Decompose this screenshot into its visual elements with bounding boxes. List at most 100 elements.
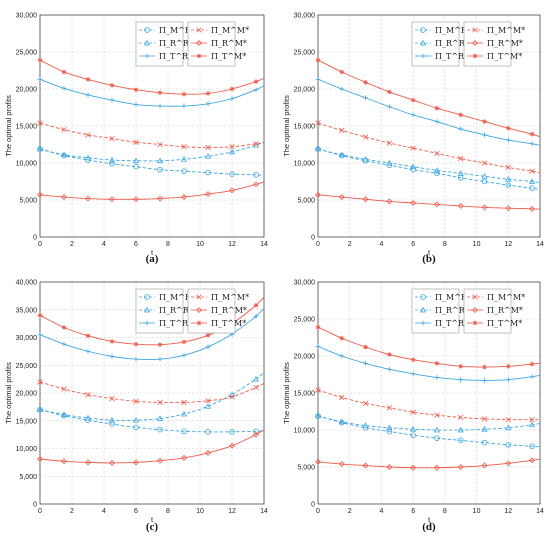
- plot-frame: [39, 281, 265, 505]
- marker-star: [181, 339, 187, 345]
- y-tick-label: 20,000: [16, 391, 38, 398]
- marker-plus: [205, 101, 211, 107]
- marker-diamond: [157, 195, 163, 202]
- marker-plus: [386, 104, 392, 110]
- legend-box-m: Π_M^M* Π_R^M* Π_T^M*: [463, 288, 525, 334]
- marker-triangle: [204, 153, 212, 159]
- marker-triangle: [338, 418, 345, 425]
- x-tick-label: 12: [228, 241, 236, 248]
- legend-entry: Π_R^R*: [159, 306, 193, 315]
- y-tick-label: 30,000: [16, 13, 38, 20]
- marker-diamond: [133, 459, 139, 466]
- marker-star: [458, 112, 464, 118]
- y-tick-label: 15,000: [16, 418, 38, 425]
- marker-x: [253, 141, 259, 147]
- marker-diamond: [229, 187, 235, 194]
- marker-star: [205, 91, 211, 96]
- x-tick-label: 10: [473, 508, 481, 515]
- legend-box-r: Π_M^R* Π_R^R* Π_T^R*: [135, 288, 195, 334]
- marker-star: [37, 312, 43, 318]
- series-line: [39, 429, 265, 464]
- legend-entry: Π_R^M*: [487, 39, 523, 48]
- marker-plus: [85, 92, 91, 98]
- legend-entry: Π_T^R*: [435, 52, 468, 61]
- x-tick-label: 10: [196, 241, 204, 248]
- marker-star: [529, 361, 535, 367]
- marker-circle: [133, 424, 139, 431]
- marker-star: [410, 357, 416, 363]
- marker-diamond: [386, 464, 393, 470]
- marker-x: [133, 139, 139, 145]
- series: [315, 343, 541, 383]
- marker-circle: [529, 185, 535, 191]
- x-tick-label: 14: [536, 241, 544, 248]
- legend-frame: [411, 21, 460, 67]
- marker-circle: [229, 429, 235, 435]
- marker-circle: [481, 439, 488, 446]
- marker-plus: [458, 377, 464, 383]
- marker-plus: [315, 343, 321, 349]
- marker-triangle: [36, 406, 44, 412]
- y-tick-label: 5,000: [297, 198, 315, 205]
- marker-triangle: [108, 416, 116, 423]
- marker-x: [315, 387, 321, 393]
- x-tick-label: 6: [134, 241, 138, 248]
- marker-plus: [144, 320, 150, 326]
- legend-frame: [463, 288, 512, 334]
- series-line: [39, 381, 265, 404]
- x-tick-label: 10: [473, 241, 481, 248]
- y-tick-label: 15,000: [294, 124, 316, 131]
- marker-star: [482, 119, 487, 124]
- series-line: [317, 415, 541, 448]
- marker-diamond: [181, 454, 187, 461]
- y-tick-label: 35,000: [16, 307, 38, 314]
- marker-x: [410, 145, 416, 151]
- marker-circle: [410, 432, 416, 438]
- marker-triangle: [156, 415, 164, 421]
- marker-star: [196, 53, 202, 59]
- marker-diamond: [37, 191, 43, 198]
- marker-x: [229, 394, 235, 400]
- marker-star: [482, 364, 487, 370]
- y-tick-label: 10,000: [294, 161, 316, 168]
- marker-plus: [133, 102, 139, 107]
- series: [37, 146, 265, 178]
- x-tick-label: 2: [348, 241, 352, 248]
- marker-triangle: [314, 412, 322, 419]
- series-line: [39, 122, 265, 148]
- x-tick-label: 14: [260, 241, 268, 248]
- legend-entry: Π_M^R*: [159, 26, 195, 35]
- panel-caption: (a): [146, 253, 159, 265]
- series-line: [317, 194, 541, 210]
- marker-diamond: [253, 181, 259, 188]
- marker-circle: [434, 435, 440, 441]
- y-tick-label: 30,000: [294, 280, 316, 287]
- marker-diamond: [472, 40, 478, 46]
- marker-triangle: [132, 416, 140, 423]
- chart-panel: 0 5,000 10,000 15,000 20,000 25,000 30,000 35,0…: [4, 280, 268, 534]
- marker-plus: [482, 132, 487, 138]
- marker-star: [505, 363, 511, 369]
- x-tick-label: 12: [504, 508, 512, 515]
- series-line: [317, 59, 541, 138]
- legend-entry: Π_M^M*: [487, 26, 525, 35]
- series-line: [39, 148, 265, 176]
- y-tick-label: 15,000: [16, 124, 38, 131]
- x-axis-label: t: [151, 248, 154, 257]
- x-tick-label: 6: [134, 508, 138, 515]
- marker-x: [61, 386, 67, 392]
- x-tick-label: 2: [70, 241, 74, 248]
- y-tick-label: 0: [33, 502, 37, 509]
- marker-star: [157, 90, 163, 96]
- marker-diamond: [181, 194, 187, 201]
- marker-triangle: [481, 173, 488, 179]
- series-line: [317, 122, 541, 174]
- marker-triangle: [338, 151, 345, 158]
- legend-box-r: Π_M^R* Π_R^R* Π_T^R*: [135, 21, 195, 67]
- marker-x: [196, 27, 202, 33]
- legend-entry: Π_R^M*: [487, 306, 523, 315]
- marker-x: [505, 416, 511, 423]
- marker-diamond: [205, 191, 211, 198]
- marker-triangle: [457, 170, 464, 176]
- legend-entry: Π_T^M*: [487, 52, 522, 61]
